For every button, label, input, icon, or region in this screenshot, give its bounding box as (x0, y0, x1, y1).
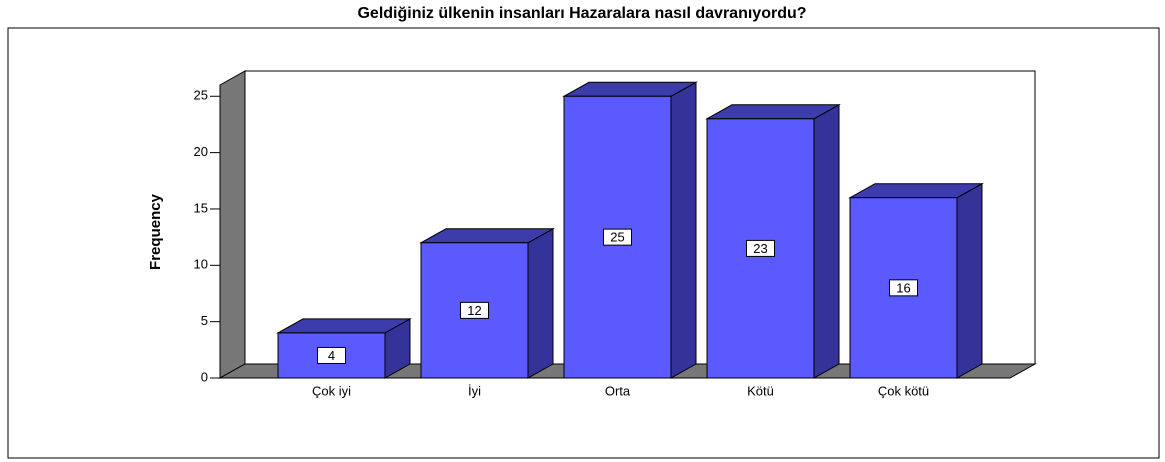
chart-frame (7, 27, 1160, 459)
y-tick-label: 15 (194, 200, 208, 215)
bar: 4 (276, 318, 412, 379)
y-tick-label: 20 (194, 144, 208, 159)
value-label-box (889, 279, 918, 297)
bar: 16 (848, 182, 984, 379)
y-tick-label: 0 (201, 369, 208, 384)
x-tick-label: Çok kötü (878, 383, 929, 398)
value-label: 16 (896, 280, 910, 295)
y-tick-label: 25 (194, 88, 208, 103)
y-tick-label: 10 (194, 257, 208, 272)
value-label-box (746, 239, 775, 257)
x-tick-label: Kötü (747, 383, 774, 398)
chart-title: Geldiğiniz ülkenin insanları Hazaralara … (357, 5, 806, 22)
value-label-box (603, 228, 632, 246)
bar: 12 (419, 227, 555, 379)
x-tick-label: İyi (468, 383, 481, 398)
bar: 25 (562, 81, 698, 379)
bar-side (527, 227, 554, 379)
value-label: 4 (328, 348, 335, 363)
bar-side (813, 103, 840, 379)
y-tick-label: 5 (201, 313, 208, 328)
bar: 23 (705, 103, 841, 379)
value-label-box (317, 346, 346, 364)
value-label: 12 (467, 303, 481, 318)
bar-side (670, 81, 697, 379)
x-tick-label: Orta (605, 383, 631, 398)
value-label: 23 (753, 241, 767, 256)
value-label: 25 (610, 230, 624, 245)
x-tick-label: Çok iyi (312, 383, 351, 398)
y-axis-label: Frequency (147, 193, 164, 270)
left-wall (219, 70, 246, 379)
bar-front (277, 332, 386, 379)
bar-side (956, 182, 983, 379)
value-label-box (460, 301, 489, 319)
